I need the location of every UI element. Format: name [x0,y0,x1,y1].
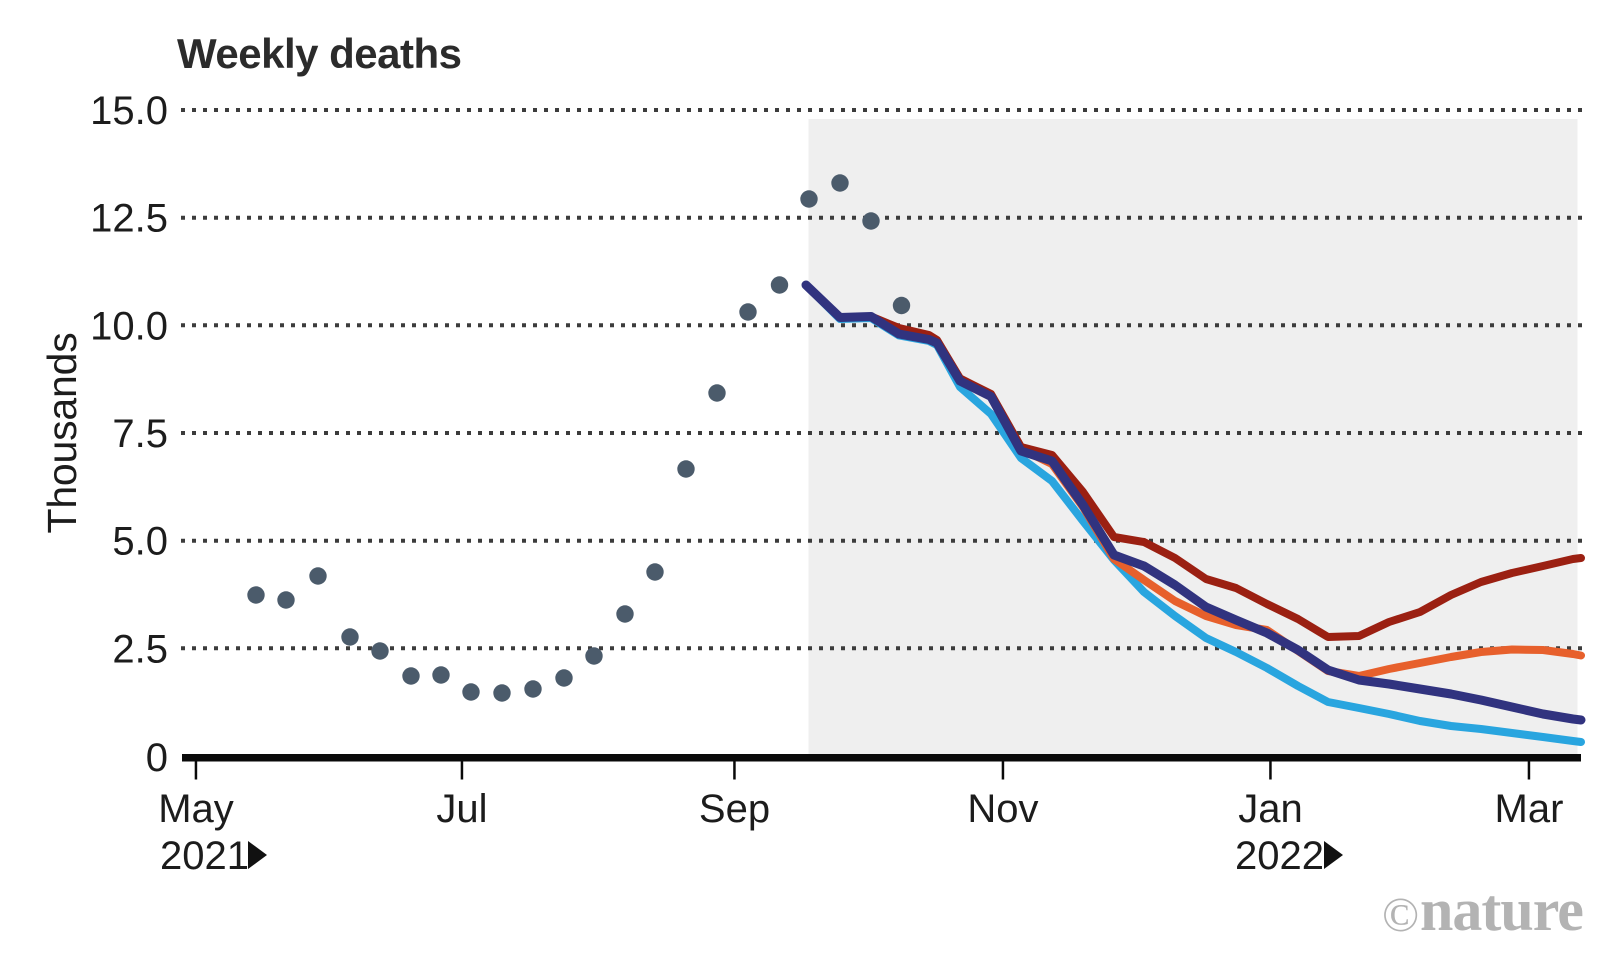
svg-text:Sep: Sep [699,787,770,831]
svg-text:Jul: Jul [436,787,487,831]
svg-text:nature: nature [1420,877,1583,943]
svg-text:15.0: 15.0 [90,89,168,133]
svg-text:12.5: 12.5 [90,197,168,241]
svg-text:2022: 2022 [1235,834,1324,878]
svg-text:5.0: 5.0 [112,520,168,564]
svg-text:Thousands: Thousands [39,332,85,533]
svg-text:Jan: Jan [1238,787,1303,831]
svg-text:©: © [1382,887,1419,942]
svg-text:0: 0 [146,736,168,780]
svg-text:Nov: Nov [967,787,1038,831]
svg-text:Weekly deaths: Weekly deaths [177,30,462,77]
svg-text:Mar: Mar [1495,787,1564,831]
svg-text:May: May [158,787,234,831]
svg-text:7.5: 7.5 [112,412,168,456]
svg-text:2021: 2021 [160,834,249,878]
svg-text:10.0: 10.0 [90,304,168,348]
svg-text:2.5: 2.5 [112,627,168,671]
